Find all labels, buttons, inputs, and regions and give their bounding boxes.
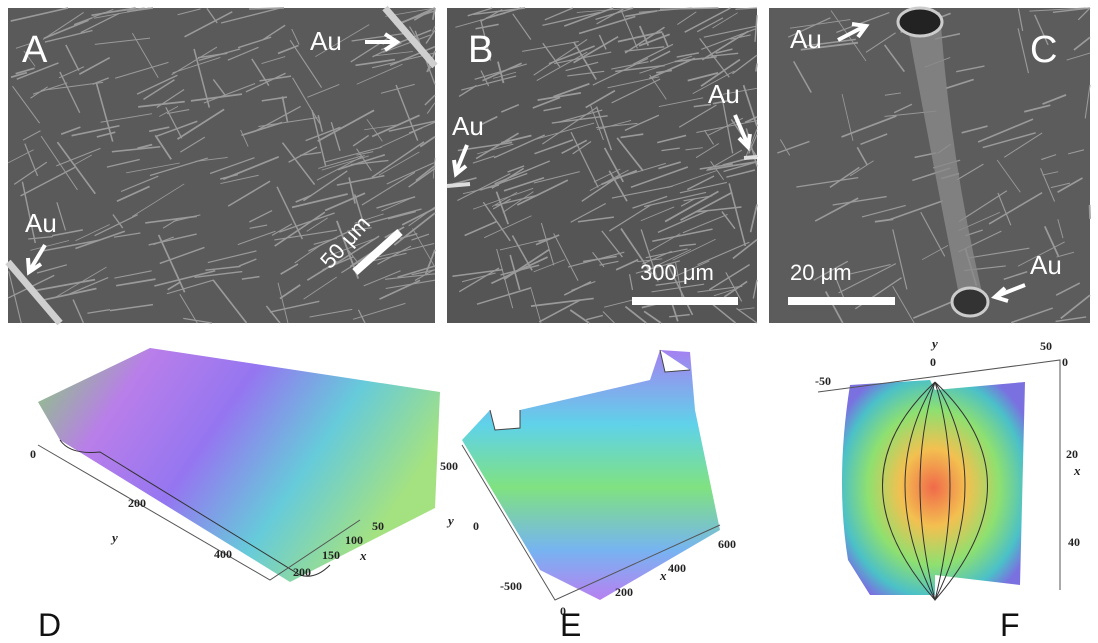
electrode [447, 184, 470, 186]
tick-label: 400 [214, 547, 232, 561]
tick-label: 50 [372, 519, 384, 533]
tick-label: 0 [30, 447, 36, 461]
tick-label: 200 [293, 565, 311, 579]
axis-label: x [1073, 463, 1081, 478]
annotation: Au [452, 111, 484, 141]
tick-label: -50 [815, 374, 831, 388]
axis-label: y [930, 336, 938, 351]
panel-label: A [22, 29, 48, 71]
axis-label: x [359, 548, 367, 563]
figure: A Au Au 50 μm B Au Au 300 μm C Au Au 20 … [0, 0, 1098, 643]
panel-label: E [560, 607, 581, 643]
panel-label: F [1000, 607, 1020, 643]
surface-plot [842, 380, 1025, 595]
electrode [744, 157, 757, 158]
axis-label: y [446, 513, 454, 528]
tick-label: 500 [440, 459, 458, 473]
electrode [898, 8, 942, 36]
fiber [756, 64, 757, 72]
axis-label: x [659, 568, 667, 583]
annotation: Au [1030, 250, 1062, 280]
sem-image [8, 8, 435, 323]
tick-label: 0 [473, 519, 479, 533]
scale-bar-label: 20 μm [790, 260, 852, 285]
panel-label: D [38, 607, 61, 643]
tick-label: 200 [128, 496, 146, 510]
tick-label: 400 [668, 561, 686, 575]
annotation: Au [790, 24, 822, 54]
axis-label: y [110, 530, 118, 545]
tick-label: 50 [1040, 339, 1052, 353]
annotation: Au [310, 26, 342, 56]
tick-label: 200 [615, 585, 633, 599]
tick-label: -500 [500, 579, 522, 593]
annotation: Au [25, 208, 57, 238]
electrode [952, 288, 988, 316]
panel-label: B [468, 29, 493, 71]
panel-label: C [1030, 29, 1057, 71]
tick-label: 20 [1066, 447, 1078, 461]
surface-plot [38, 348, 440, 582]
tick-label: 0 [1062, 355, 1068, 369]
tick-label: 0 [930, 355, 936, 369]
scale-bar-label: 300 μm [640, 260, 714, 285]
tick-label: 40 [1068, 535, 1080, 549]
annotation: Au [708, 79, 740, 109]
tick-label: 150 [322, 548, 340, 562]
tick-label: 600 [718, 537, 736, 551]
tick-label: 100 [345, 533, 363, 547]
